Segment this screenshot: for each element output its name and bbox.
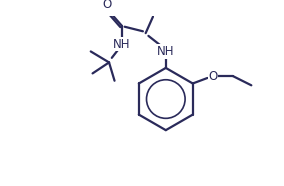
Text: O: O [208, 70, 218, 83]
Text: NH: NH [113, 38, 131, 51]
Text: NH: NH [157, 45, 175, 58]
Text: O: O [103, 0, 112, 11]
